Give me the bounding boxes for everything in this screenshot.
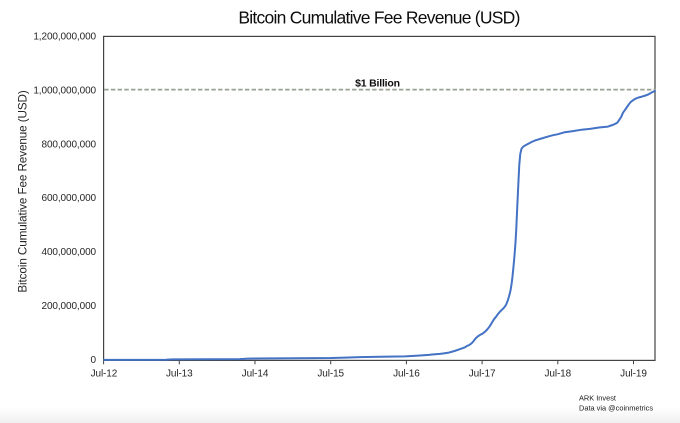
svg-text:Jul-13: Jul-13 (166, 369, 193, 380)
svg-text:ARK Invest: ARK Invest (579, 394, 616, 403)
svg-text:200,000,000: 200,000,000 (41, 301, 96, 312)
svg-text:1,200,000,000: 1,200,000,000 (33, 32, 96, 43)
svg-text:600,000,000: 600,000,000 (41, 193, 96, 204)
svg-text:800,000,000: 800,000,000 (41, 139, 96, 150)
svg-text:Jul-18: Jul-18 (544, 369, 571, 380)
svg-text:Jul-12: Jul-12 (91, 369, 118, 380)
svg-text:1,000,000,000: 1,000,000,000 (33, 86, 96, 97)
svg-text:Jul-15: Jul-15 (317, 369, 344, 380)
svg-text:Bitcoin Cumulative Fee Revenue: Bitcoin Cumulative Fee Revenue (USD) (238, 8, 519, 28)
svg-text:Bitcoin Cumulative Fee Revenue: Bitcoin Cumulative Fee Revenue (USD) (17, 90, 30, 293)
svg-text:Jul-14: Jul-14 (242, 369, 269, 380)
svg-text:Jul-16: Jul-16 (393, 369, 420, 380)
svg-text:Data via @coinmetrics: Data via @coinmetrics (579, 404, 653, 413)
svg-text:Jul-19: Jul-19 (620, 369, 647, 380)
svg-text:0: 0 (91, 355, 97, 366)
svg-text:Jul-17: Jul-17 (469, 369, 496, 380)
svg-text:400,000,000: 400,000,000 (41, 247, 96, 258)
svg-text:$1 Billion: $1 Billion (355, 78, 400, 90)
